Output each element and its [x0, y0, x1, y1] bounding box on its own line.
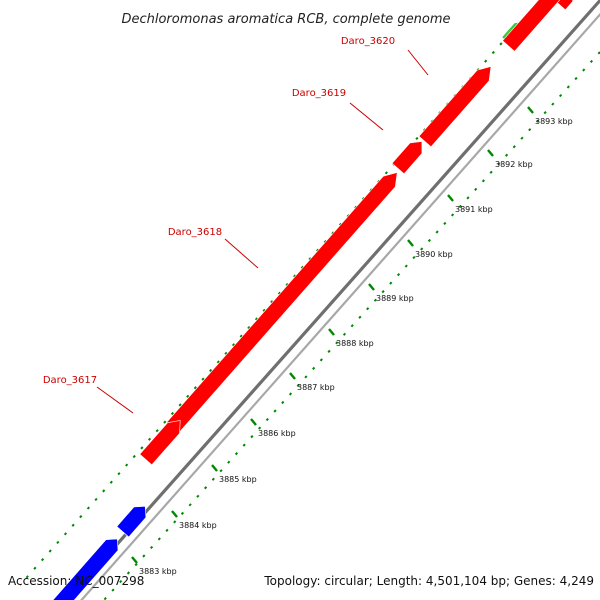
gene-arrow[interactable]: [391, 141, 423, 175]
scale-tick-label: 3887 kbp: [297, 383, 335, 392]
gene-arrow[interactable]: [502, 0, 562, 52]
inner-tick-track: [103, 51, 600, 600]
scale-tick-label: 3888 kbp: [336, 339, 374, 348]
accession-text: Accession: NC_007298: [8, 574, 145, 588]
gene-label[interactable]: Daro_3618: [168, 227, 222, 238]
scale-tick: [407, 239, 414, 247]
gene-label[interactable]: Daro_3620: [341, 36, 395, 47]
gene-arrow[interactable]: [116, 505, 147, 538]
gene-arrow[interactable]: [139, 420, 181, 466]
gene-arrow[interactable]: [166, 172, 398, 434]
scale-tick-label: 3885 kbp: [219, 475, 257, 484]
scale-tick: [527, 106, 534, 114]
scale-tick: [171, 510, 178, 518]
scale-tick-label: 3891 kbp: [455, 205, 493, 214]
scale-tick-label: 3890 kbp: [415, 250, 453, 259]
gene-arrow[interactable]: [418, 66, 492, 148]
backbone-line-inner: [80, 12, 600, 600]
scale-tick: [131, 556, 138, 564]
gene-leader-line: [96, 386, 134, 414]
scale-tick: [368, 283, 375, 291]
scale-tick: [250, 418, 257, 426]
map-title: Dechloromonas aromatica RCB, complete ge…: [121, 12, 450, 27]
scale-tick: [447, 194, 454, 202]
scale-tick-label: 3893 kbp: [535, 117, 573, 126]
gene-leader-line: [224, 238, 259, 269]
backbone-line: [65, 0, 600, 600]
scale-tick: [487, 149, 494, 157]
outer-tick-track: [19, 0, 541, 586]
genome-summary-text: Topology: circular; Length: 4,501,104 bp…: [264, 574, 594, 588]
scale-tick-label: 3883 kbp: [139, 567, 177, 576]
gene-label[interactable]: Daro_3617: [43, 375, 97, 386]
scale-tick-label: 3889 kbp: [376, 294, 414, 303]
scale-tick: [289, 372, 296, 380]
gene-leader-line: [349, 102, 384, 131]
scale-tick-label: 3884 kbp: [179, 521, 217, 530]
gene-arrow[interactable]: [43, 538, 119, 600]
gene-leader-line: [407, 49, 429, 76]
scale-tick-label: 3886 kbp: [258, 429, 296, 438]
scale-tick: [328, 328, 335, 336]
gene-label[interactable]: Daro_3619: [292, 88, 346, 99]
scale-tick-label: 3892 kbp: [495, 160, 533, 169]
scale-tick: [211, 464, 218, 472]
